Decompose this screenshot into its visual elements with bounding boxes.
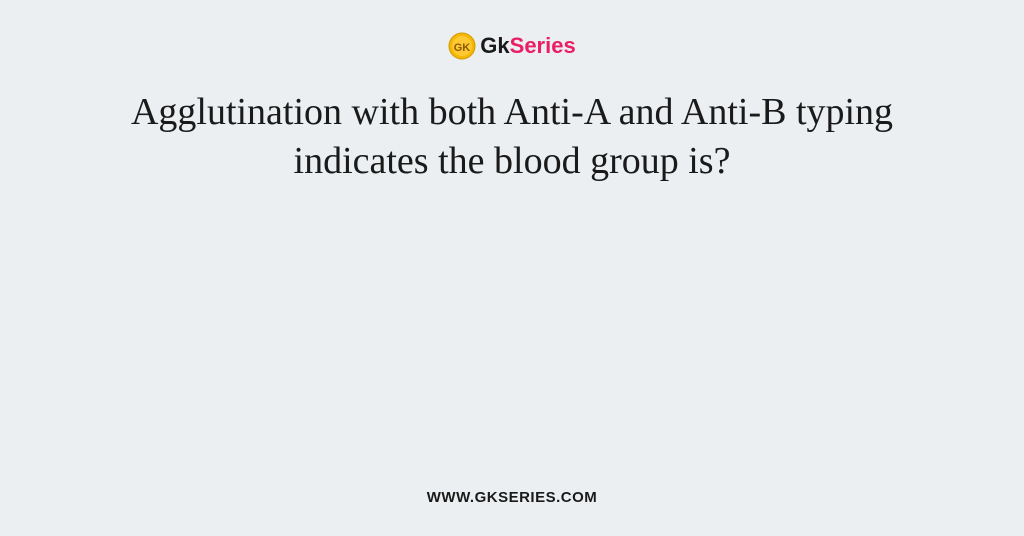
question-heading: Agglutination with both Anti-A and Anti-… <box>112 88 912 187</box>
logo-badge-icon: GK <box>448 32 476 60</box>
logo-container: GK GkSeries <box>448 32 575 60</box>
logo-text-part2: Series <box>510 33 576 58</box>
footer-url: WWW.GKSERIES.COM <box>427 489 598 506</box>
logo-text-part1: Gk <box>480 33 509 58</box>
logo-text: GkSeries <box>480 33 575 59</box>
svg-text:GK: GK <box>454 42 471 54</box>
